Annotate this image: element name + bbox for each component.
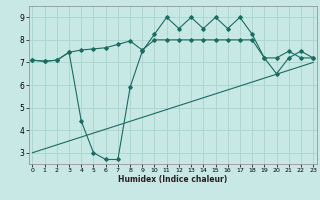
X-axis label: Humidex (Indice chaleur): Humidex (Indice chaleur) (118, 175, 228, 184)
